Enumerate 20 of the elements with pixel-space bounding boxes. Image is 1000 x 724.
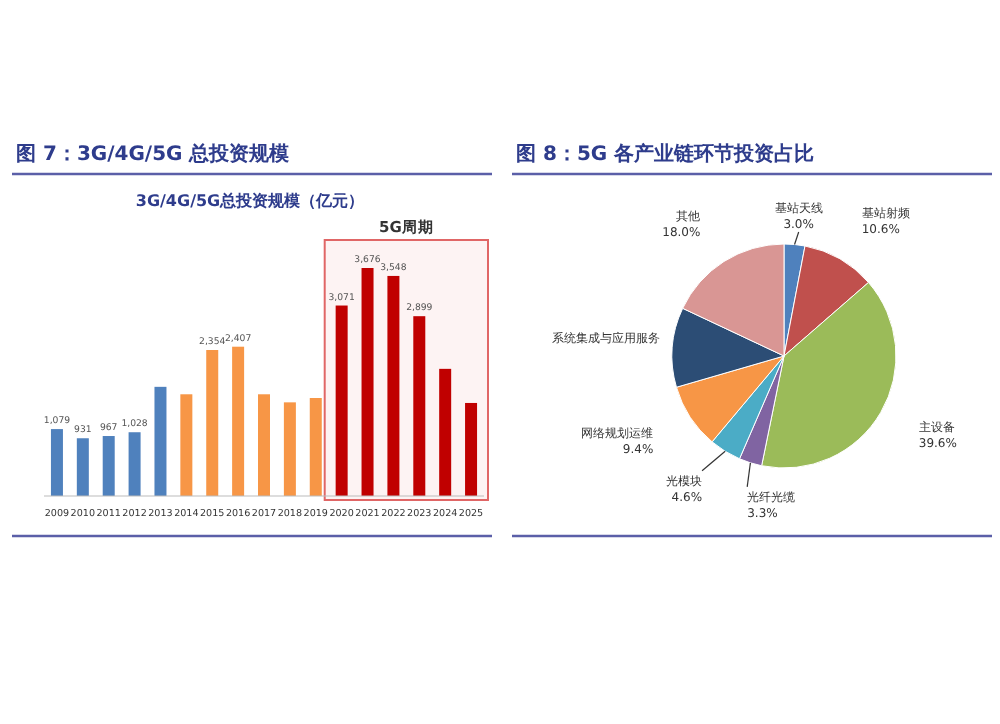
bar bbox=[102, 436, 115, 496]
bar bbox=[232, 346, 245, 496]
bar bbox=[206, 350, 219, 496]
bar bbox=[258, 394, 270, 496]
bar bbox=[335, 305, 348, 496]
bar bbox=[154, 386, 167, 496]
bar bbox=[413, 316, 426, 496]
bar bbox=[439, 368, 452, 496]
bar bbox=[361, 268, 374, 496]
bar bbox=[387, 275, 400, 496]
bar bbox=[50, 429, 63, 496]
bar bbox=[180, 394, 193, 496]
bar bbox=[283, 402, 296, 496]
chart-title: 图 8：5G 各产业链环节投资占比 bbox=[516, 142, 815, 166]
bar bbox=[76, 438, 89, 496]
chart-title: 图 7：3G/4G/5G 总投资规模 bbox=[16, 142, 292, 166]
bar bbox=[465, 402, 478, 496]
bar bbox=[309, 398, 322, 496]
bar bbox=[128, 432, 141, 496]
chart-subtitle: 3G/4G/5G总投资规模（亿元） bbox=[135, 192, 365, 210]
